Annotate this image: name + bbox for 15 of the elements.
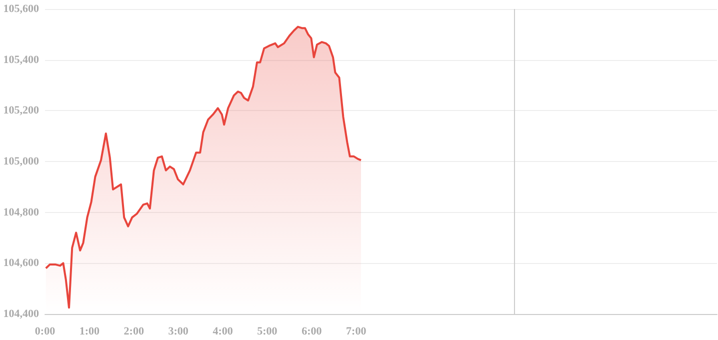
x-tick-label: 1:00: [79, 326, 100, 338]
x-tick-label: 7:00: [346, 326, 367, 338]
y-tick-label: 105,600: [3, 3, 40, 15]
x-tick-label: 6:00: [302, 326, 322, 338]
x-tick-label: 0:00: [34, 326, 56, 338]
y-tick-label: 105,000: [3, 156, 40, 168]
x-tick-label: 4:00: [212, 326, 234, 338]
y-tick-label: 105,200: [3, 104, 40, 117]
y-tick-label: 104,800: [3, 206, 40, 218]
x-tick-label: 5:00: [257, 326, 278, 338]
x-tick-label: 2:00: [124, 326, 144, 338]
y-tick-label: 104,600: [3, 257, 40, 270]
x-tick-label: 3:00: [168, 326, 189, 338]
y-tick-label: 104,400: [3, 308, 40, 320]
y-tick-label: 105,400: [3, 54, 40, 66]
